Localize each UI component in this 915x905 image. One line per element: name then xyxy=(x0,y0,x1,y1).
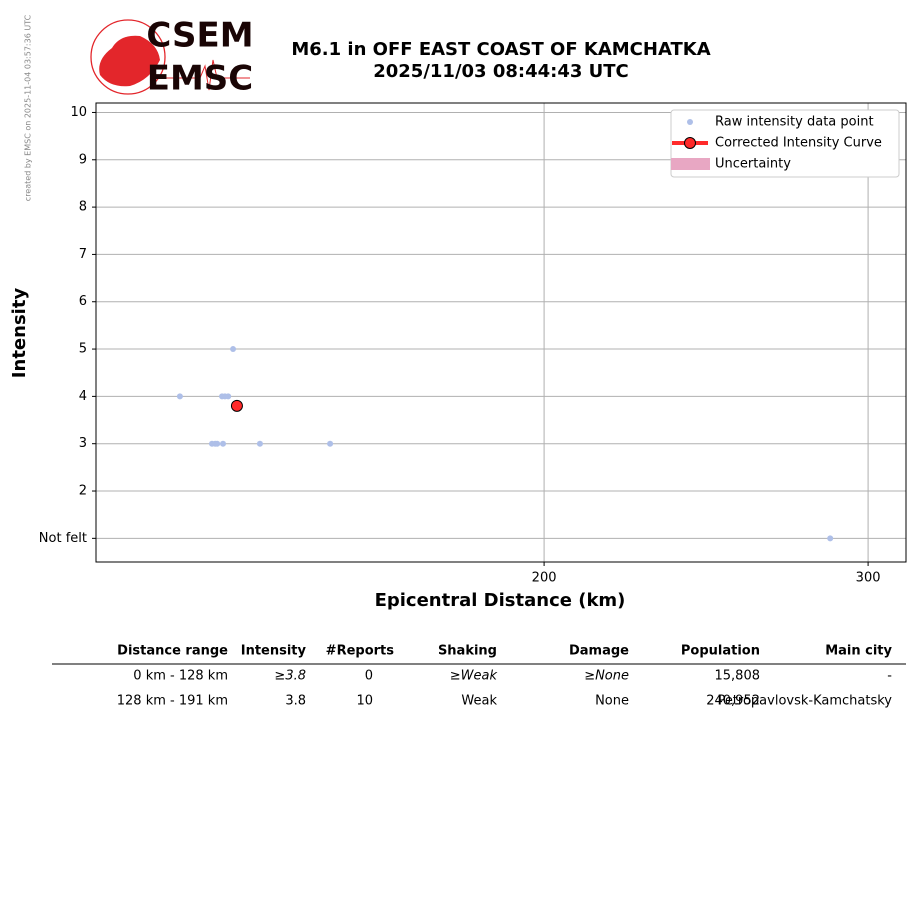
legend-box xyxy=(670,109,900,178)
table-header: Distance range xyxy=(117,644,228,659)
table-cell: 128 km - 191 km xyxy=(117,694,228,709)
table-cell: 10 xyxy=(356,694,373,709)
logo-circle xyxy=(90,19,166,95)
y-tick-label: 7 xyxy=(79,247,87,262)
legend-label: Uncertainty xyxy=(715,157,791,172)
logo-bottom: EMSC xyxy=(147,59,254,99)
legend-label: Raw intensity data point xyxy=(715,115,874,130)
table-header: Shaking xyxy=(438,644,497,659)
y-tick-label: Not felt xyxy=(39,531,87,546)
plot-frame xyxy=(95,102,907,563)
y-tick-label: 6 xyxy=(79,294,87,309)
legend-label: Corrected Intensity Curve xyxy=(715,136,882,151)
corrected-point xyxy=(230,399,243,412)
x-tick-label: 200 xyxy=(532,571,557,586)
raw-point xyxy=(827,535,834,542)
table-header: #Reports xyxy=(326,644,395,659)
raw-point xyxy=(327,440,334,447)
raw-point xyxy=(225,393,232,400)
legend: Raw intensity data point Corrected Intens… xyxy=(670,109,900,178)
raw-point xyxy=(256,440,263,447)
marks xyxy=(176,346,834,542)
legend-swatch xyxy=(671,158,710,170)
logo-top: CSEM xyxy=(146,16,253,56)
legend-swatch xyxy=(684,137,696,149)
chart-subtitle: 2025/11/03 08:44:43 UTC xyxy=(373,61,629,82)
table-cell: 3.8 xyxy=(285,694,306,709)
logo: CSEM EMSC xyxy=(90,16,254,99)
logo-map xyxy=(99,35,160,87)
table-cell: ≥3.8 xyxy=(274,669,306,684)
y-tick-label: 3 xyxy=(79,436,87,451)
table-cell: 240,952 xyxy=(706,694,760,709)
y-tick-label: 9 xyxy=(79,152,87,167)
chart-title: M6.1 in OFF EAST COAST OF KAMCHATKA xyxy=(291,39,710,60)
table-cell: Petropavlovsk-Kamchatsky xyxy=(717,694,892,709)
table-cell: ≥None xyxy=(584,669,629,684)
table: Distance range Intensity #Reports Shaking Da… xyxy=(52,644,906,709)
table-cell: ≥Weak xyxy=(450,669,498,684)
raw-point xyxy=(220,440,227,447)
y-tick-label: 2 xyxy=(79,484,87,499)
legend-swatch xyxy=(687,119,693,125)
logo-wave xyxy=(160,59,250,91)
y-tick-label: 8 xyxy=(79,200,87,215)
table-header: Damage xyxy=(569,644,629,659)
table-header: Main city xyxy=(825,644,892,659)
y-axis-label: Intensity xyxy=(9,288,30,379)
x-tick-label: 300 xyxy=(856,571,881,586)
raw-point xyxy=(176,393,183,400)
table-header: Population xyxy=(681,644,760,659)
table-cell: 0 km - 128 km xyxy=(133,669,228,684)
y-tick-label: 4 xyxy=(79,389,87,404)
y-tick-label: 5 xyxy=(79,342,87,357)
y-tick-label: 10 xyxy=(70,105,87,120)
table-cell: - xyxy=(887,669,892,684)
table-cell: Weak xyxy=(461,694,497,709)
raw-point xyxy=(230,346,237,353)
raw-point xyxy=(214,440,221,447)
credit: created by EMSC on 2025-11-04 03:57:36 U… xyxy=(24,14,33,201)
table-cell: 0 xyxy=(365,669,373,684)
table-cell: None xyxy=(595,694,629,709)
x-axis-label: Epicentral Distance (km) xyxy=(375,590,626,611)
table-cell: 15,808 xyxy=(715,669,761,684)
table-header: Intensity xyxy=(241,644,307,659)
